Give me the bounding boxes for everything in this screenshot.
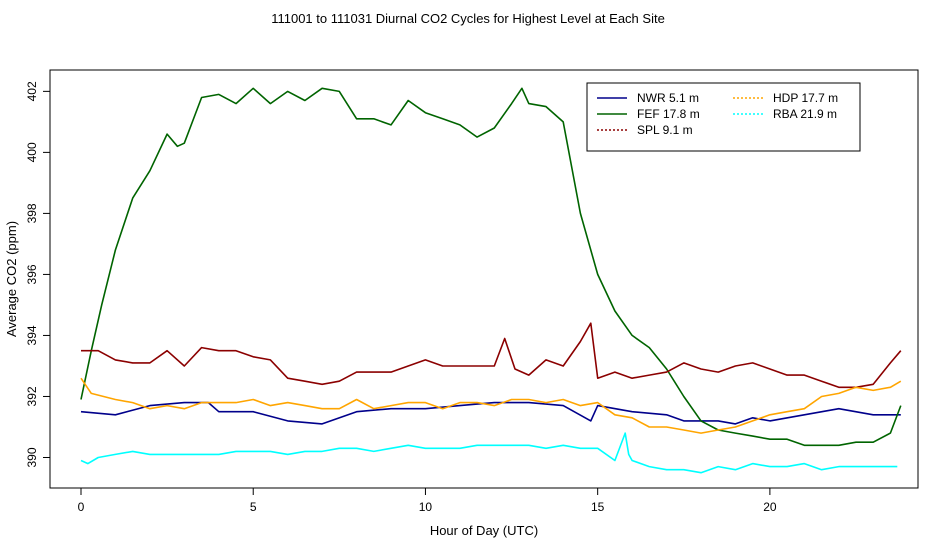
legend: NWR 5.1 m FEF 17.8 m SPL 9.1 m HDP 17.7 m RB… xyxy=(586,82,861,152)
series-line xyxy=(80,87,902,447)
x-axis-label: Hour of Day (UTC) xyxy=(430,523,538,538)
chart-title: 111001 to 111031 Diurnal CO2 Cycles for … xyxy=(271,11,665,26)
legend-label: HDP 17.7 m xyxy=(773,91,838,105)
legend-label: NWR 5.1 m xyxy=(637,91,699,105)
x-tick-label: 20 xyxy=(763,500,777,514)
y-tick-label: 402 xyxy=(25,81,39,101)
x-tick-label: 10 xyxy=(419,500,433,514)
x-tick-label: 15 xyxy=(591,500,605,514)
y-tick-label: 392 xyxy=(25,386,39,406)
series-line xyxy=(81,322,902,389)
series-group xyxy=(80,87,902,474)
y-tick-label: 396 xyxy=(25,264,39,284)
y-tick-label: 400 xyxy=(25,142,39,162)
legend-box xyxy=(586,82,861,152)
x-axis: 0 5 10 15 20 xyxy=(78,487,777,514)
legend-label: FEF 17.8 m xyxy=(637,107,700,121)
series-line xyxy=(80,432,898,474)
x-tick-label: 0 xyxy=(78,500,85,514)
y-axis-label: Average CO2 (ppm) xyxy=(4,221,19,337)
y-tick-label: 390 xyxy=(25,447,39,467)
y-tick-label: 398 xyxy=(25,203,39,223)
y-tick-label: 394 xyxy=(25,325,39,345)
legend-label: SPL 9.1 m xyxy=(637,123,693,137)
legend-label: RBA 21.9 m xyxy=(773,107,837,121)
series-line xyxy=(80,377,902,434)
y-axis: 390 392 394 396 398 400 402 xyxy=(25,81,51,468)
x-tick-label: 5 xyxy=(250,500,257,514)
series-line xyxy=(80,401,901,425)
